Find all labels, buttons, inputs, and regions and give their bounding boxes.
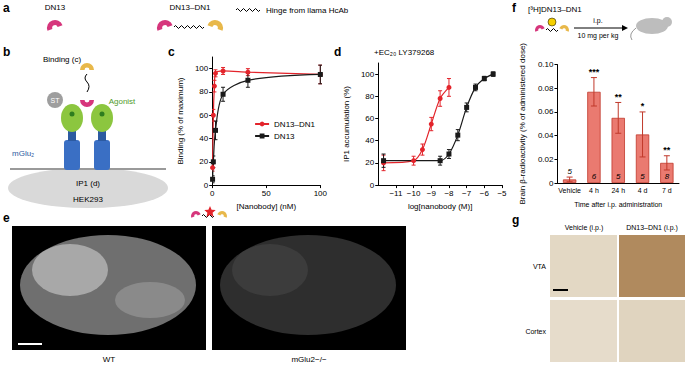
svg-text:8: 8 xyxy=(665,172,670,181)
svg-text:HEK293: HEK293 xyxy=(73,195,103,204)
svg-text:[Nanobody] (nM): [Nanobody] (nM) xyxy=(236,202,296,211)
svg-text:Time after i.p. administration: Time after i.p. administration xyxy=(574,201,662,209)
svg-text:e: e xyxy=(3,211,10,225)
svg-text:40: 40 xyxy=(365,136,374,145)
svg-text:Cortex: Cortex xyxy=(525,328,546,335)
svg-text:7 d: 7 d xyxy=(662,187,672,194)
svg-text:+EC₂₀ LY379268: +EC₂₀ LY379268 xyxy=(374,48,435,57)
svg-text:40: 40 xyxy=(199,134,208,143)
svg-text:0.10: 0.10 xyxy=(538,60,554,69)
svg-text:DN13: DN13 xyxy=(45,3,66,12)
svg-text:0.06: 0.06 xyxy=(538,107,554,116)
svg-text:10 mg per kg: 10 mg per kg xyxy=(578,32,619,40)
svg-text:Binding (c): Binding (c) xyxy=(43,55,82,64)
svg-text:Hinge from llama HcAb: Hinge from llama HcAb xyxy=(266,6,349,15)
svg-text:**: ** xyxy=(663,145,671,155)
svg-text:0: 0 xyxy=(549,179,554,188)
svg-text:−6: −6 xyxy=(480,189,490,198)
svg-text:Brain β-radioactivity (% of ad: Brain β-radioactivity (% of administered… xyxy=(518,43,527,205)
svg-text:mGlu₂: mGlu₂ xyxy=(12,149,34,158)
svg-text:DN13: DN13 xyxy=(274,132,295,141)
svg-text:Agonist: Agonist xyxy=(109,97,136,106)
svg-text:−10: −10 xyxy=(407,189,421,198)
svg-text:−9: −9 xyxy=(427,189,437,198)
svg-text:20: 20 xyxy=(365,158,374,167)
svg-text:100: 100 xyxy=(361,70,375,79)
svg-text:WT: WT xyxy=(103,355,116,364)
svg-text:b: b xyxy=(3,45,10,59)
svg-text:mGlu2−/−: mGlu2−/− xyxy=(291,355,326,364)
svg-text:VTA: VTA xyxy=(533,263,546,270)
svg-text:80: 80 xyxy=(365,92,374,101)
svg-text:DN13–DN1 (i.p.): DN13–DN1 (i.p.) xyxy=(626,224,678,232)
svg-text:log[nanobody (M)]: log[nanobody (M)] xyxy=(408,202,472,211)
svg-text:Vehicle: Vehicle xyxy=(558,187,581,194)
svg-text:*: * xyxy=(641,101,645,111)
svg-text:a: a xyxy=(3,1,10,15)
svg-text:Binding (% of maximum): Binding (% of maximum) xyxy=(176,77,185,164)
svg-text:g: g xyxy=(512,213,519,227)
svg-text:DN13–DN1: DN13–DN1 xyxy=(170,3,211,12)
svg-text:IP1 accumulation (%): IP1 accumulation (%) xyxy=(342,86,351,162)
svg-text:20: 20 xyxy=(199,157,208,166)
svg-text:0: 0 xyxy=(204,181,209,190)
svg-text:5: 5 xyxy=(640,172,645,181)
svg-text:0.08: 0.08 xyxy=(538,84,554,93)
svg-text:100: 100 xyxy=(314,189,328,198)
svg-text:4 h: 4 h xyxy=(589,187,599,194)
svg-text:60: 60 xyxy=(365,114,374,123)
svg-text:−11: −11 xyxy=(389,189,403,198)
svg-text:60: 60 xyxy=(199,111,208,120)
svg-text:−5: −5 xyxy=(497,189,507,198)
svg-text:−8: −8 xyxy=(444,189,454,198)
svg-text:IP1 (d): IP1 (d) xyxy=(76,179,100,188)
svg-text:0.02: 0.02 xyxy=(538,155,554,164)
svg-text:5: 5 xyxy=(616,172,621,181)
svg-text:5: 5 xyxy=(567,167,572,176)
svg-text:DN13–DN1: DN13–DN1 xyxy=(274,120,315,129)
svg-text:0.04: 0.04 xyxy=(538,131,554,140)
svg-text:**: ** xyxy=(615,92,623,102)
svg-text:i.p.: i.p. xyxy=(593,17,602,25)
svg-text:[³H]DN13–DN1: [³H]DN13–DN1 xyxy=(528,5,582,14)
svg-text:6: 6 xyxy=(592,172,597,181)
svg-text:c: c xyxy=(168,45,175,59)
svg-text:100: 100 xyxy=(195,64,209,73)
svg-text:ST: ST xyxy=(51,97,61,104)
svg-text:50: 50 xyxy=(262,189,271,198)
svg-text:4 d: 4 d xyxy=(638,187,648,194)
svg-text:f: f xyxy=(512,1,517,15)
svg-text:***: *** xyxy=(589,67,600,77)
svg-text:24 h: 24 h xyxy=(611,187,625,194)
svg-text:0: 0 xyxy=(370,181,375,190)
svg-text:Vehicle (i.p.): Vehicle (i.p.) xyxy=(565,224,604,232)
svg-text:80: 80 xyxy=(199,87,208,96)
svg-text:0: 0 xyxy=(210,189,215,198)
svg-text:d: d xyxy=(334,45,341,59)
svg-text:−7: −7 xyxy=(462,189,472,198)
